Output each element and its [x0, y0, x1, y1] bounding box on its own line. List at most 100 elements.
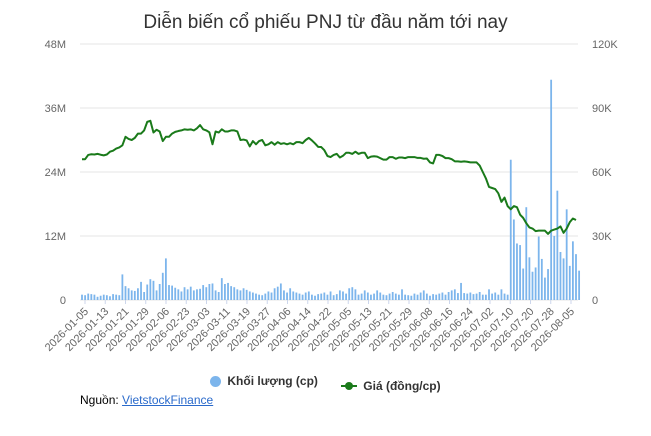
volume-bar	[559, 252, 562, 300]
volume-bar	[385, 295, 388, 300]
volume-bar	[466, 293, 469, 300]
volume-bar	[534, 267, 537, 300]
volume-bar	[500, 289, 503, 300]
volume-bar	[494, 292, 497, 300]
volume-bar	[484, 294, 487, 300]
volume-bar	[525, 207, 528, 300]
volume-bar	[208, 284, 211, 300]
volume-bar	[382, 294, 385, 300]
volume-bar	[189, 286, 192, 300]
volume-bar	[130, 290, 133, 300]
volume-bar	[152, 280, 155, 300]
volume-bar	[435, 294, 438, 300]
volume-bar	[264, 293, 267, 300]
volume-bar	[245, 289, 248, 300]
volume-bar	[112, 294, 114, 300]
volume-bar	[553, 236, 556, 300]
volume-bar	[242, 288, 245, 300]
volume-bar	[317, 294, 320, 300]
volume-bar	[419, 292, 422, 300]
volume-bar	[311, 294, 313, 300]
volume-bar	[192, 290, 195, 300]
volume-bar	[323, 292, 326, 300]
volume-bar	[522, 268, 525, 300]
volume-bar	[416, 294, 419, 300]
volume-bar	[227, 282, 229, 300]
volume-bar	[270, 292, 273, 300]
volume-bar	[338, 290, 341, 300]
volume-bar	[230, 286, 233, 300]
y-left-tick-label: 12M	[45, 231, 66, 243]
y-left-tick-label: 0	[60, 295, 66, 307]
volume-bar	[220, 278, 223, 300]
volume-bar	[202, 285, 205, 300]
volume-bar	[99, 295, 102, 300]
volume-bar	[404, 294, 407, 300]
volume-bar	[205, 287, 208, 300]
volume-bar	[105, 295, 108, 300]
volume-bar	[211, 283, 214, 300]
volume-bar	[460, 282, 462, 300]
volume-bar	[463, 293, 466, 300]
volume-bar	[544, 277, 546, 300]
volume-bar	[578, 270, 581, 300]
source-link[interactable]: VietstockFinance	[122, 393, 214, 407]
volume-bar	[84, 295, 87, 300]
volume-bar	[140, 281, 142, 300]
volume-bar	[127, 288, 130, 300]
volume-bar	[217, 292, 220, 300]
chart-title: Diễn biến cổ phiếu PNJ từ đầu năm tới na…	[143, 12, 508, 33]
volume-bar	[537, 236, 540, 300]
volume-bar	[425, 293, 428, 300]
volume-bar	[438, 293, 441, 300]
volume-bar	[363, 290, 366, 300]
volume-bar	[335, 294, 338, 300]
legend-item-volume[interactable]: Khối lượng (cp)	[210, 374, 318, 388]
volume-bar	[547, 269, 549, 300]
volume-bar	[233, 287, 236, 300]
volume-bar	[429, 295, 431, 300]
volume-bar	[444, 294, 447, 300]
volume-bar	[267, 291, 270, 300]
volume-bar	[571, 241, 574, 300]
volume-bar	[497, 294, 500, 300]
volume-bar	[239, 290, 242, 300]
volume-bar	[301, 294, 304, 300]
volume-bar	[348, 288, 351, 300]
volume-bar	[258, 294, 260, 300]
y-right-tick-label: 120K	[592, 39, 618, 51]
volume-bar	[366, 292, 369, 300]
volume-bar	[413, 293, 416, 300]
volume-bar	[121, 274, 124, 300]
volume-bar	[90, 294, 93, 300]
volume-bar	[283, 290, 285, 300]
volume-bar	[562, 258, 565, 300]
legend: Khối lượng (cp) Giá (đồng/cp)	[0, 374, 651, 393]
volume-bar	[379, 292, 382, 300]
volume-bar	[488, 289, 490, 300]
y-left-tick-label: 24M	[45, 167, 66, 179]
volume-bar	[447, 292, 450, 300]
volume-bar	[398, 294, 400, 300]
volume-bar	[304, 292, 307, 300]
legend-item-price[interactable]: Giá (đồng/cp)	[341, 379, 441, 393]
volume-bar	[174, 287, 177, 300]
price-line	[82, 119, 577, 235]
volume-bar	[401, 289, 403, 300]
volume-bar	[540, 258, 543, 300]
volume-bar	[177, 289, 180, 300]
volume-bar	[236, 289, 239, 300]
volume-bar	[326, 294, 329, 300]
volume-bar	[224, 284, 226, 300]
volume-bar	[115, 294, 118, 300]
volume-bar	[292, 291, 295, 300]
volume-bar	[506, 294, 509, 300]
volume-bar	[407, 295, 410, 300]
volume-bar	[199, 288, 201, 300]
volume-bar	[164, 258, 167, 300]
volume-bar	[481, 294, 484, 300]
volume-bar	[457, 293, 459, 300]
volume-bar	[307, 291, 310, 300]
